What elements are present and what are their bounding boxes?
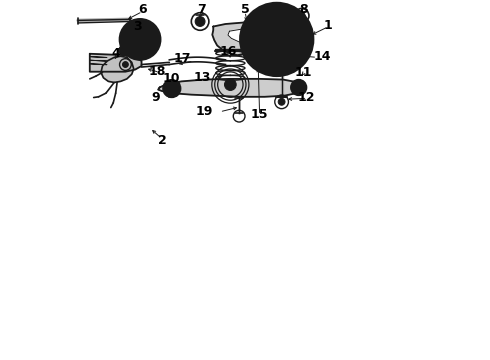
Text: 17: 17 xyxy=(174,52,191,65)
Text: 15: 15 xyxy=(251,108,269,121)
Circle shape xyxy=(120,19,161,60)
Circle shape xyxy=(265,27,289,51)
Circle shape xyxy=(295,84,302,91)
Text: 10: 10 xyxy=(163,72,180,85)
Text: 13: 13 xyxy=(194,71,211,84)
Circle shape xyxy=(246,9,307,70)
Text: 7: 7 xyxy=(196,3,205,16)
Polygon shape xyxy=(90,54,142,72)
Circle shape xyxy=(271,33,283,45)
Text: 16: 16 xyxy=(219,45,237,58)
Circle shape xyxy=(163,80,181,97)
Circle shape xyxy=(133,32,147,47)
Text: 5: 5 xyxy=(241,3,249,16)
Circle shape xyxy=(119,45,129,55)
Circle shape xyxy=(195,17,205,26)
Circle shape xyxy=(278,98,285,105)
Circle shape xyxy=(257,20,296,59)
Text: 1: 1 xyxy=(323,19,332,32)
Text: 12: 12 xyxy=(297,91,315,104)
Circle shape xyxy=(224,79,236,90)
Text: 3: 3 xyxy=(133,20,142,33)
Text: 11: 11 xyxy=(295,66,312,79)
Text: 8: 8 xyxy=(299,3,308,16)
Polygon shape xyxy=(158,79,304,97)
Text: 6: 6 xyxy=(138,3,147,16)
Circle shape xyxy=(168,85,176,93)
Text: 4: 4 xyxy=(111,47,120,60)
Polygon shape xyxy=(228,29,278,44)
Text: 9: 9 xyxy=(151,91,160,104)
Circle shape xyxy=(246,36,254,43)
Polygon shape xyxy=(101,56,134,82)
Circle shape xyxy=(243,32,257,47)
Circle shape xyxy=(122,62,128,67)
Polygon shape xyxy=(212,22,296,55)
Circle shape xyxy=(240,3,313,76)
Circle shape xyxy=(298,12,305,19)
Circle shape xyxy=(126,26,154,53)
Text: 19: 19 xyxy=(196,105,213,118)
Text: 14: 14 xyxy=(313,50,331,63)
Text: 2: 2 xyxy=(158,134,167,147)
Text: 18: 18 xyxy=(148,65,166,78)
Circle shape xyxy=(291,80,307,95)
